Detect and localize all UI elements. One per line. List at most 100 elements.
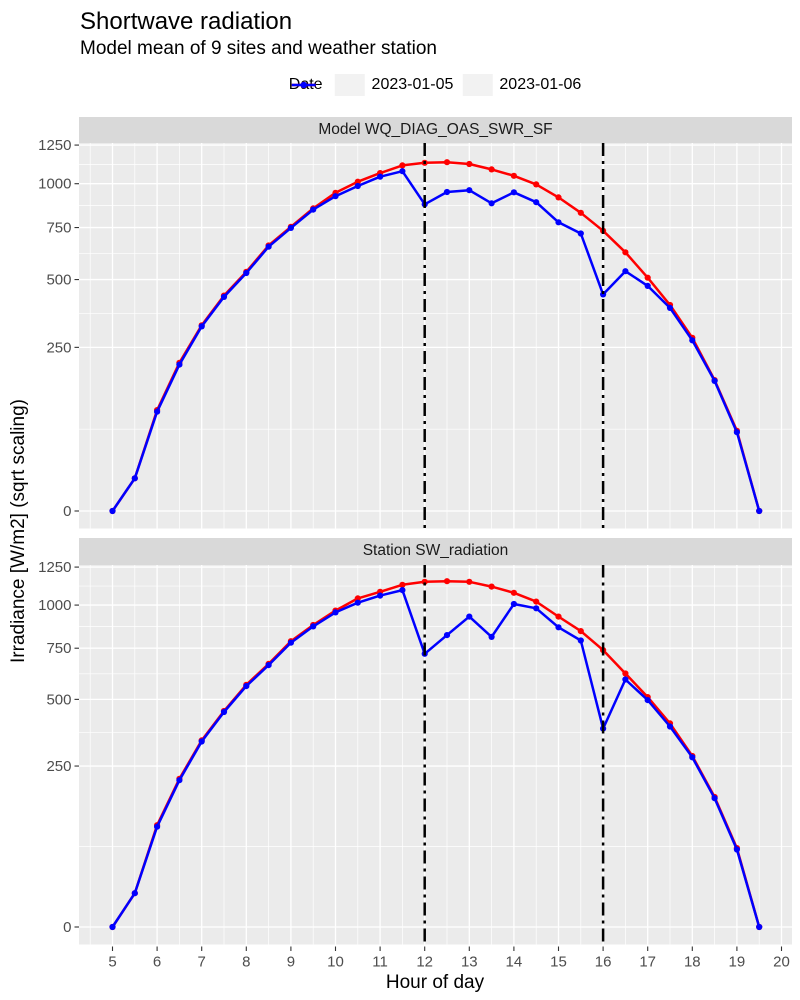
data-point [310,623,317,630]
data-point [555,613,562,620]
data-point [756,923,763,931]
data-point [555,624,562,631]
data-point [198,738,205,745]
series-line-2023-01-06 [111,169,761,513]
chart-subtitle: Model mean of 9 sites and weather statio… [80,38,437,59]
data-point [265,662,272,669]
y-tick-label: 0 [63,503,71,520]
data-point [644,282,651,289]
legend-item-label: 2023-01-06 [499,76,582,93]
y-tick-label: 1250 [38,137,71,154]
y-tick-label: 0 [63,919,71,936]
data-point [689,754,696,761]
y-tick-label: 250 [46,339,71,356]
data-point [131,475,138,482]
data-point [377,592,384,599]
data-point [220,293,228,300]
data-point [622,670,629,677]
data-point [421,578,428,585]
data-point [310,206,317,213]
data-point [711,795,718,802]
y-tick-label: 1250 [38,559,71,576]
data-point [577,230,584,237]
legend-key-line-icon [291,74,365,96]
x-tick-label: 20 [773,954,790,971]
x-tick-label: 14 [506,954,523,971]
data-point [354,178,361,185]
series-line-2023-01-06 [111,588,761,929]
legend-item: 2023-01-06 [291,74,582,96]
legend-item-label: 2023-01-05 [371,76,454,93]
y-tick-label: 750 [46,220,71,237]
data-point [354,599,361,606]
data-point [577,637,584,644]
data-point [488,633,495,641]
x-tick-label: 7 [198,954,206,971]
data-point [466,187,473,194]
data-point [354,182,361,190]
data-point [399,168,406,175]
y-tick-label: 500 [46,691,71,708]
data-point [733,846,741,853]
data-point [622,676,629,683]
x-tick-label: 8 [242,954,250,971]
data-point [243,269,250,277]
facet-strip-station: Station SW_radiation [79,538,792,565]
data-point [154,408,161,415]
data-point [577,209,584,216]
data-point [510,600,517,608]
data-point [265,243,272,250]
data-point [176,777,183,784]
data-point [555,194,562,201]
x-tick-label: 5 [108,954,116,971]
data-point [443,159,451,166]
data-point [354,595,361,602]
data-point [533,598,540,605]
data-point [510,189,517,196]
x-tick-label: 15 [550,954,567,971]
x-tick-label: 17 [639,954,656,971]
data-point [377,173,384,180]
y-axis-title: Irradiance [W/m2] (sqrt scaling) [8,399,29,663]
data-point [666,723,674,730]
y-tick-label: 250 [46,758,71,775]
data-point [198,323,205,330]
data-point [287,224,294,231]
data-point [600,291,607,298]
data-point [466,160,473,168]
data-point [756,507,763,515]
y-tick-label: 1000 [38,176,71,193]
x-tick-label: 18 [684,954,701,971]
data-point [109,507,116,515]
data-point [555,219,562,226]
x-tick-label: 6 [153,954,161,971]
data-point [131,890,138,897]
x-tick-label: 13 [461,954,478,971]
data-point [109,923,116,931]
y-tick-label: 500 [46,272,71,289]
legend-key-line-icon [291,74,493,96]
data-point [466,578,473,585]
data-point [488,200,495,207]
data-point [443,578,451,585]
data-point [666,304,674,311]
data-point [332,609,339,616]
data-point [443,632,451,639]
data-point [577,628,584,635]
data-point [644,697,651,704]
data-point [332,193,339,200]
data-point [243,683,250,690]
data-point [689,337,696,344]
data-point [466,613,473,620]
data-point [443,188,451,196]
data-point [510,172,517,179]
data-point [733,429,741,436]
data-point [399,587,406,594]
data-point [533,181,540,188]
data-point [220,708,228,716]
data-point [510,589,517,596]
legend-item: 2023-01-05 [291,74,454,96]
facet-strip-model: Model WQ_DIAG_OAS_SWR_SF [79,117,792,143]
data-point [399,162,406,169]
